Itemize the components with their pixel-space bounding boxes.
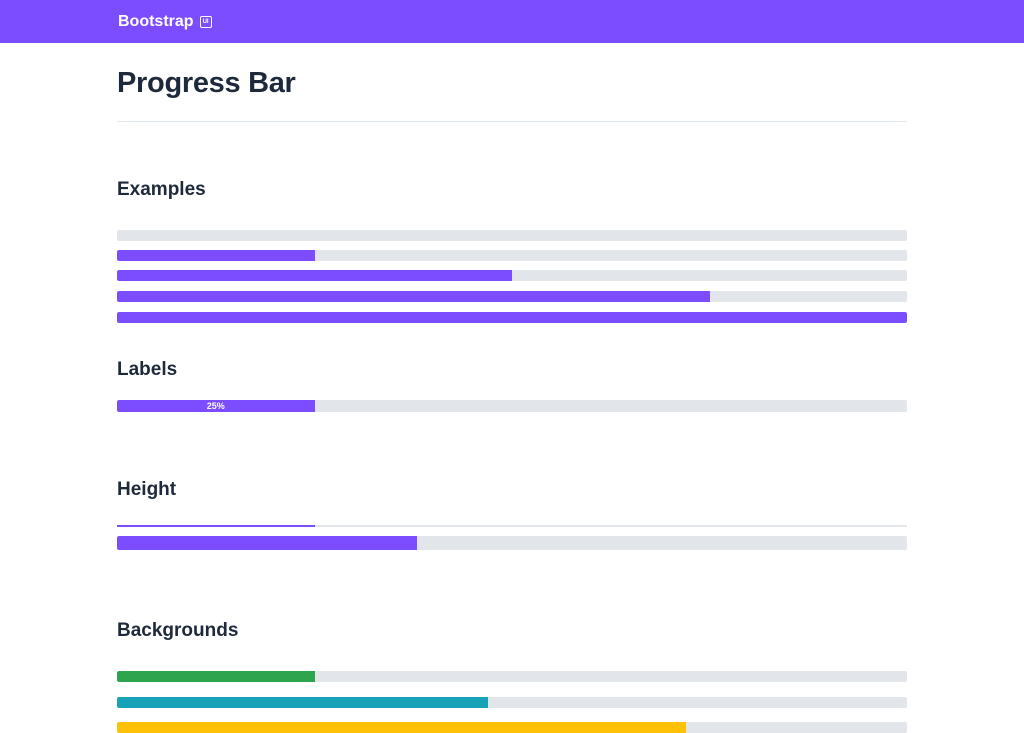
section-title-labels: Labels <box>117 359 178 380</box>
progress-bar-fill <box>117 270 512 281</box>
progress-example-2 <box>117 250 907 261</box>
progress-example-4 <box>117 291 907 302</box>
section-title-height: Height <box>117 479 177 500</box>
brand-badge-icon: UI <box>199 15 212 28</box>
brand-name: Bootstrap <box>118 12 194 30</box>
progress-example-1 <box>117 230 907 241</box>
top-navbar: Bootstrap UI <box>0 0 1024 43</box>
progress-bar-fill <box>117 250 315 261</box>
brand-link[interactable]: Bootstrap UI <box>118 13 212 31</box>
progress-bg-success <box>117 671 907 682</box>
progress-bar-fill <box>117 525 315 527</box>
progress-bar-fill <box>117 291 710 302</box>
section-title-backgrounds: Backgrounds <box>117 620 239 641</box>
progress-bar-fill <box>117 697 489 708</box>
progress-bg-info <box>117 697 907 708</box>
progress-bar-fill <box>117 536 418 550</box>
progress-example-5 <box>117 312 907 323</box>
progress-labeled: 25% <box>117 400 907 412</box>
progress-example-3 <box>117 270 907 281</box>
title-divider <box>117 121 907 122</box>
progress-bar-fill: 25% <box>117 400 315 412</box>
progress-height-thick <box>117 536 907 550</box>
progress-label: 25% <box>206 401 225 411</box>
page-title: Progress Bar <box>117 67 296 99</box>
progress-bar-fill <box>117 671 315 682</box>
section-title-examples: Examples <box>117 179 206 200</box>
progress-height-thin <box>117 525 907 527</box>
progress-bar-fill <box>117 312 907 323</box>
